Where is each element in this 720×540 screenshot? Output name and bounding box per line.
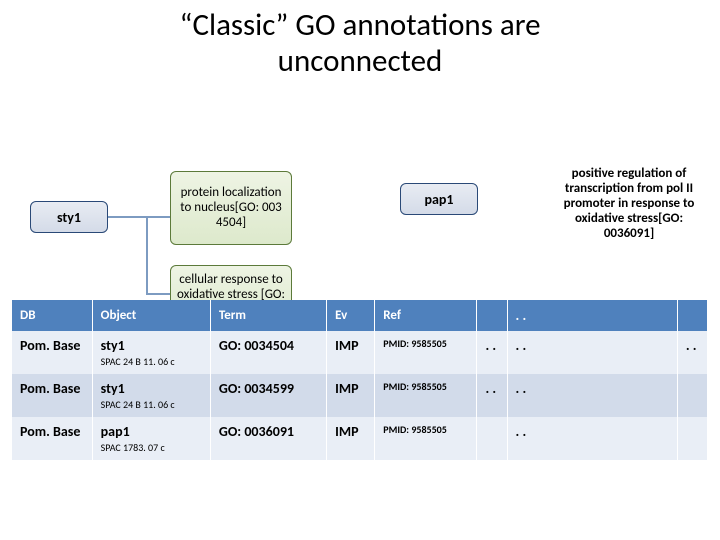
cell-ev: IMP — [327, 374, 375, 417]
cell-c8: . . — [677, 331, 707, 374]
table-row: Pom. Base pap1 SPAC 1783. 07 c GO: 00360… — [12, 417, 708, 460]
col-ev: Ev — [327, 300, 375, 331]
go-box-protein-localization: protein localization to nucleus[GO: 003 … — [170, 171, 292, 245]
cell-obj: pap1 — [101, 423, 130, 440]
cell-ref: PMID: 9585505 — [375, 374, 477, 417]
cell-c8 — [677, 417, 707, 460]
cell-term: GO: 0034504 — [210, 331, 326, 374]
go-positive-text: positive regulation of transcription fro… — [564, 166, 695, 241]
col-term: Term — [210, 300, 326, 331]
cell-c7: . . — [507, 331, 677, 374]
cell-obj-sub: SPAC 1783. 07 c — [101, 441, 202, 454]
cell-db: Pom. Base — [20, 423, 80, 440]
col-extra2: . . — [507, 300, 677, 331]
annotations-table: DB Object Term Ev Ref . . Pom. Base sty1… — [12, 300, 708, 460]
col-ref: Ref — [375, 300, 477, 331]
cell-c6 — [477, 417, 507, 460]
slide-title: “Classic” GO annotations are unconnected — [0, 0, 720, 79]
title-line-1: “Classic” GO annotations are — [179, 6, 540, 44]
gene-pap1: pap1 — [400, 183, 478, 215]
cell-c7: . . — [507, 374, 677, 417]
title-line-2: unconnected — [278, 42, 443, 80]
cell-term: GO: 0036091 — [210, 417, 326, 460]
table-header-row: DB Object Term Ev Ref . . — [12, 300, 708, 331]
cell-obj: sty1 — [101, 380, 125, 397]
cell-obj-sub: SPAC 24 B 11. 06 c — [101, 355, 202, 368]
go-text-positive-regulation: positive regulation of transcription fro… — [550, 167, 708, 242]
col-extra1 — [477, 300, 507, 331]
cell-term: GO: 0034599 — [210, 374, 326, 417]
gene-sty1: sty1 — [30, 201, 108, 233]
cell-db: Pom. Base — [20, 380, 80, 397]
table-row: Pom. Base sty1 SPAC 24 B 11. 06 c GO: 00… — [12, 331, 708, 374]
cell-db: Pom. Base — [20, 337, 80, 354]
col-object: Object — [92, 300, 210, 331]
cell-ref: PMID: 9585505 — [375, 331, 477, 374]
header-dots: . . — [516, 307, 527, 324]
cell-ev: IMP — [327, 417, 375, 460]
go-protein-text: protein localization to nucleus[GO: 003 … — [175, 186, 287, 231]
cell-c7: . . — [507, 417, 677, 460]
gene-sty1-label: sty1 — [57, 209, 81, 226]
edge-sty1 — [108, 216, 170, 218]
gene-pap1-label: pap1 — [424, 191, 453, 208]
table-body: Pom. Base sty1 SPAC 24 B 11. 06 c GO: 00… — [12, 331, 708, 460]
cell-ref: PMID: 9585505 — [375, 417, 477, 460]
col-extra3 — [677, 300, 707, 331]
cell-ev: IMP — [327, 331, 375, 374]
cell-c6: . . — [477, 331, 507, 374]
edge-sty1-down-h — [146, 293, 170, 295]
cell-c8 — [677, 374, 707, 417]
cell-obj: sty1 — [101, 337, 125, 354]
table-row: Pom. Base sty1 SPAC 24 B 11. 06 c GO: 00… — [12, 374, 708, 417]
cell-c6: . . — [477, 374, 507, 417]
edge-sty1-down — [146, 216, 148, 294]
col-db: DB — [12, 300, 92, 331]
annotation-diagram: sty1 protein localization to nucleus[GO:… — [0, 79, 720, 269]
cell-obj-sub: SPAC 24 B 11. 06 c — [101, 398, 202, 411]
